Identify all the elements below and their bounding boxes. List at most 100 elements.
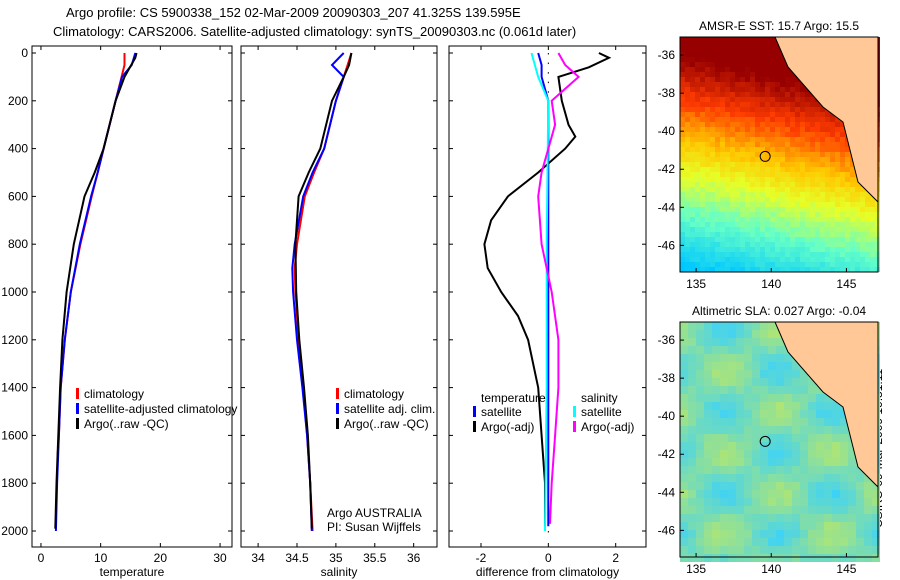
map-cell <box>792 466 800 474</box>
map-cell <box>696 514 704 522</box>
map-cell <box>820 152 825 157</box>
map-cell <box>760 354 768 362</box>
map-cell <box>805 137 810 142</box>
map-cell <box>855 222 860 227</box>
map-cell <box>745 112 750 117</box>
map-cell <box>824 434 832 442</box>
map-cell <box>840 498 848 506</box>
map-cell <box>765 127 770 132</box>
legend-label: satellite <box>581 405 622 419</box>
map-cell <box>712 394 720 402</box>
map-cell <box>855 212 860 217</box>
map-cell <box>825 202 830 207</box>
map-cell <box>685 172 690 177</box>
map-cell <box>808 450 816 458</box>
map-cell <box>710 157 715 162</box>
x-tick-label: 145 <box>836 277 856 291</box>
map-cell <box>705 247 710 252</box>
map-cell <box>800 167 805 172</box>
map-cell <box>735 142 740 147</box>
map-cell <box>795 222 800 227</box>
map-frame <box>679 36 879 273</box>
map-cell <box>736 498 744 506</box>
map-cell <box>696 506 704 514</box>
map-cell <box>825 147 830 152</box>
map-cell <box>685 212 690 217</box>
map-cell <box>810 142 815 147</box>
map-cell <box>815 207 820 212</box>
map-cell <box>845 152 850 157</box>
map-cell <box>685 222 690 227</box>
map-cell <box>744 458 752 466</box>
y-tick-label: -38 <box>658 371 676 385</box>
map-cell <box>680 490 688 498</box>
map-cell <box>695 122 700 127</box>
map-cell <box>795 162 800 167</box>
map-cell <box>865 247 870 252</box>
map-cell <box>832 498 840 506</box>
map-cell <box>680 107 685 112</box>
map-cell <box>845 262 850 267</box>
map-cell <box>775 107 780 112</box>
map-cell <box>830 247 835 252</box>
map-cell <box>704 418 712 426</box>
legend-swatch <box>573 421 576 432</box>
map-cell <box>820 137 825 142</box>
map-cell <box>725 252 730 257</box>
map-cell <box>790 252 795 257</box>
map-cell <box>785 102 790 107</box>
map-cell <box>705 37 710 42</box>
map-cell <box>736 506 744 514</box>
map-cell <box>740 87 745 92</box>
map-cell <box>760 466 768 474</box>
map-cell <box>755 187 760 192</box>
map-cell <box>730 242 735 247</box>
legend-label: climatology <box>84 387 144 401</box>
map-cell <box>710 57 715 62</box>
map-cell <box>685 197 690 202</box>
map-cell <box>690 202 695 207</box>
map-cell <box>800 177 805 182</box>
map-cell <box>790 202 795 207</box>
map-cell <box>690 182 695 187</box>
map-cell <box>736 554 744 562</box>
map-cell <box>728 498 736 506</box>
map-cell <box>744 466 752 474</box>
map-cell <box>805 127 810 132</box>
map-cell <box>720 538 728 546</box>
map-title: AMSR-E SST: 15.7 Argo: 15.5 <box>699 19 859 33</box>
map-cell <box>820 127 825 132</box>
map-cell <box>728 538 736 546</box>
map-cell <box>745 252 750 257</box>
map-cell <box>744 450 752 458</box>
map-cell <box>815 172 820 177</box>
map-cell <box>790 247 795 252</box>
map-cell <box>835 262 840 267</box>
map-cell <box>740 137 745 142</box>
map-cell <box>805 192 810 197</box>
map-cell <box>750 252 755 257</box>
map-cell <box>856 498 864 506</box>
map-cell <box>815 242 820 247</box>
map-cell <box>840 162 845 167</box>
map-cell <box>695 47 700 52</box>
map-cell <box>685 262 690 267</box>
map-cell <box>816 474 824 482</box>
map-cell <box>780 62 785 67</box>
map-cell <box>750 142 755 147</box>
map-cell <box>800 506 808 514</box>
map-cell <box>830 182 835 187</box>
map-cell <box>705 177 710 182</box>
map-cell <box>680 52 685 57</box>
map-cell <box>744 386 752 394</box>
map-cell <box>765 67 770 72</box>
map-cell <box>768 482 776 490</box>
map-cell <box>705 132 710 137</box>
series-salinity-argo-adj- <box>537 52 581 524</box>
map-cell <box>816 498 824 506</box>
map-cell <box>776 554 784 562</box>
map-cell <box>784 522 792 530</box>
map-cell <box>715 127 720 132</box>
map-cell <box>840 410 848 418</box>
map-cell <box>830 162 835 167</box>
